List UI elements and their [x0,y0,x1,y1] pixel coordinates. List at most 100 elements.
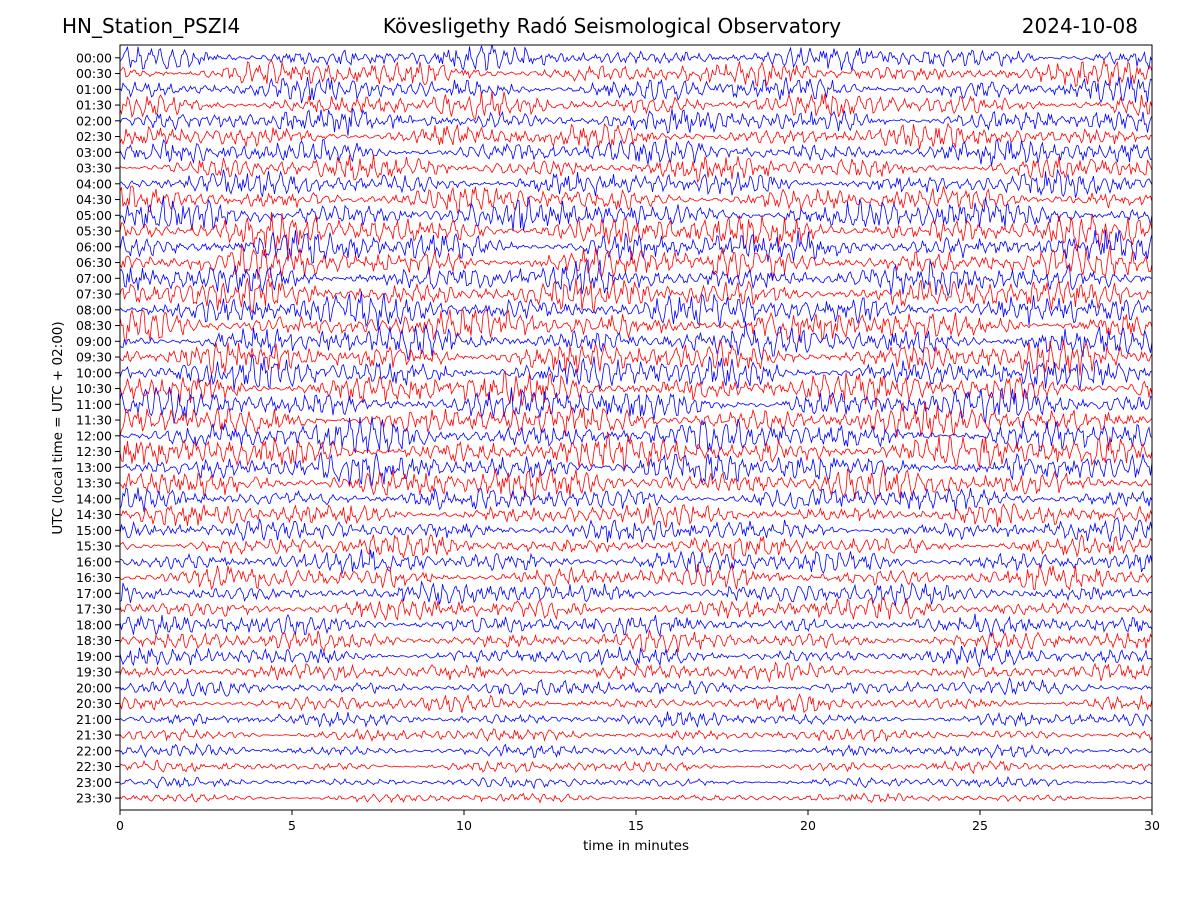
y-tick-label: 07:00 [76,271,112,286]
seismic-trace [120,387,1152,424]
y-tick-label: 11:00 [76,397,112,412]
x-tick-label: 5 [288,818,296,833]
y-tick-label: 20:30 [76,696,112,711]
x-tick-label: 0 [116,818,124,833]
y-tick-label: 09:00 [76,334,112,349]
y-tick-label: 13:00 [76,460,112,475]
x-tick-label: 30 [1144,818,1160,833]
seismic-trace [120,339,1152,376]
seismic-trace [120,596,1152,622]
seismic-trace [120,549,1152,575]
y-tick-label: 17:00 [76,586,112,601]
x-tick-label: 20 [800,818,816,833]
seismic-trace [120,308,1152,343]
seismic-trace [120,728,1152,743]
y-tick-label: 14:00 [76,491,112,506]
y-tick-label: 08:30 [76,318,112,333]
y-tick-label: 12:30 [76,444,112,459]
y-tick-label: 03:00 [76,145,112,160]
seismic-trace [120,76,1152,104]
y-tick-label: 04:00 [76,176,112,191]
seismic-trace [120,645,1152,669]
seismic-trace [120,59,1152,88]
seismic-trace [120,401,1152,437]
seismic-trace [120,629,1152,653]
y-tick-label: 01:30 [76,98,112,113]
seismic-trace [120,353,1152,391]
seismic-trace [120,154,1152,184]
y-tick-label: 16:30 [76,570,112,585]
trace-group [120,45,1152,804]
record-date: 2024-10-08 [1021,14,1138,38]
seismic-trace [120,661,1152,683]
y-tick-label: 10:00 [76,365,112,380]
seismic-trace [120,277,1152,314]
seismic-trace [120,451,1152,487]
seismic-trace [120,258,1152,297]
observatory-title: Kövesligethy Radó Seismological Observat… [382,14,842,38]
seismic-trace [120,502,1152,528]
seismic-trace [120,463,1152,501]
seismic-trace [120,185,1152,214]
y-tick-label: 03:30 [76,161,112,176]
seismic-trace [120,90,1152,120]
y-tick-label: 14:30 [76,507,112,522]
seismic-trace [120,196,1152,232]
seismic-trace [120,45,1152,72]
y-tick-label: 00:30 [76,66,112,81]
seismic-trace [120,211,1152,251]
x-tick-label: 10 [456,818,472,833]
seismic-trace [120,676,1152,697]
seismic-trace [120,693,1152,714]
y-tick-label: 15:30 [76,539,112,554]
y-tick-label: 21:30 [76,728,112,743]
y-tick-label: 08:00 [76,302,112,317]
y-tick-label: 05:30 [76,224,112,239]
seismic-trace [120,742,1152,759]
seismic-trace [120,371,1152,408]
y-tick-label: 23:00 [76,775,112,790]
seismic-trace [120,775,1152,790]
y-tick-label: 11:30 [76,413,112,428]
y-tick-label: 20:00 [76,680,112,695]
seismic-trace [120,517,1152,543]
seismic-trace [120,229,1152,264]
seismic-trace [120,711,1152,728]
seismic-trace [120,487,1152,512]
seismic-trace [120,431,1152,470]
y-tick-label: 23:30 [76,791,112,806]
y-tick-label: 02:30 [76,129,112,144]
y-tick-label: 13:30 [76,476,112,491]
station-name: HN_Station_PSZI4 [62,14,241,38]
y-tick-label: 18:30 [76,633,112,648]
y-tick-label: 00:00 [76,50,112,65]
y-tick-label: 15:00 [76,523,112,538]
seismic-trace [120,291,1152,329]
x-axis: 0 5 10 15 20 25 30 [116,810,1160,833]
seismic-trace [120,168,1152,198]
y-tick-label: 19:00 [76,649,112,664]
y-tick-label: 22:30 [76,759,112,774]
seismic-trace [120,580,1152,606]
y-tick-label: 05:00 [76,208,112,223]
y-tick-label: 10:30 [76,381,112,396]
y-axis: 00:0000:3001:0001:3002:0002:3003:0003:30… [76,50,120,806]
seismic-trace [120,321,1152,361]
y-tick-label: 07:30 [76,287,112,302]
y-axis-label: UTC (local time = UTC + 02:00) [50,321,66,534]
y-tick-label: 04:30 [76,192,112,207]
seismic-trace [120,534,1152,561]
y-tick-label: 01:00 [76,82,112,97]
x-axis-label: time in minutes [583,838,689,854]
y-tick-label: 02:00 [76,113,112,128]
seismic-trace [120,416,1152,454]
seismic-trace [120,122,1152,150]
y-tick-label: 06:00 [76,239,112,254]
seismic-trace [120,107,1152,136]
seismic-trace [120,759,1152,775]
x-tick-label: 15 [628,818,644,833]
y-tick-label: 19:30 [76,665,112,680]
y-tick-label: 22:00 [76,743,112,758]
y-tick-label: 09:30 [76,350,112,365]
seismic-trace [120,244,1152,280]
